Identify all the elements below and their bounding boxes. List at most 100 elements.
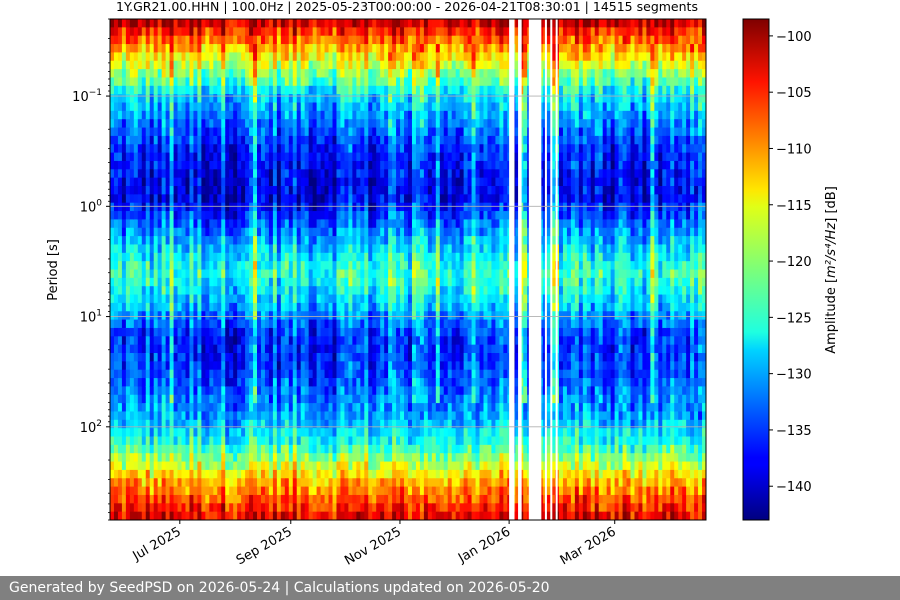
- heatmap-cell: [173, 227, 179, 237]
- heatmap-cell: [284, 211, 290, 220]
- heatmap-cell: [153, 144, 159, 154]
- heatmap-cell: [427, 428, 433, 438]
- heatmap-cell: [237, 94, 242, 104]
- heatmap-cell: [137, 386, 143, 396]
- heatmap-cell: [137, 60, 143, 70]
- heatmap-cell: [388, 102, 393, 112]
- heatmap-cell: [221, 152, 226, 162]
- heatmap-cell: [360, 411, 365, 421]
- heatmap-cell: [396, 428, 401, 438]
- heatmap-cell: [137, 110, 143, 120]
- heatmap-cell: [141, 52, 147, 62]
- heatmap-cell: [304, 327, 310, 337]
- heatmap-cell: [241, 102, 246, 112]
- heatmap-cell: [316, 69, 322, 79]
- heatmap-cell: [340, 344, 346, 354]
- heatmap-cell: [181, 369, 187, 379]
- heatmap-cell: [431, 244, 437, 254]
- heatmap-cell: [233, 302, 238, 312]
- heatmap-cell: [292, 85, 298, 95]
- heatmap-cell: [193, 486, 199, 496]
- heatmap-cell: [237, 194, 242, 204]
- heatmap-cell: [404, 269, 409, 279]
- heatmap-cell: [368, 353, 373, 362]
- heatmap-cell: [328, 60, 334, 70]
- heatmap-cell: [408, 19, 413, 28]
- heatmap-cell: [264, 344, 270, 354]
- heatmap-cell: [169, 236, 175, 246]
- heatmap-cell: [356, 319, 361, 329]
- heatmap-cell: [419, 127, 425, 137]
- heatmap-cell: [268, 294, 274, 304]
- heatmap-cell: [352, 152, 357, 162]
- heatmap-cell: [316, 327, 322, 337]
- heatmap-cell: [332, 60, 338, 70]
- heatmap-cell: [431, 436, 437, 446]
- heatmap-cell: [157, 160, 163, 170]
- heatmap-cell: [415, 286, 421, 296]
- heatmap-cell: [419, 119, 425, 129]
- heatmap-cell: [344, 160, 349, 170]
- heatmap-cell: [296, 236, 302, 246]
- heatmap-cell: [388, 319, 393, 329]
- heatmap-cell: [304, 19, 310, 28]
- heatmap-cell: [300, 269, 306, 279]
- heatmap-cell: [380, 428, 385, 438]
- heatmap-cell: [185, 35, 191, 45]
- heatmap-cell: [411, 378, 417, 387]
- heatmap-cell: [284, 503, 290, 513]
- heatmap-cell: [376, 277, 381, 287]
- heatmap-cell: [133, 436, 139, 446]
- heatmap-cell: [372, 169, 377, 179]
- heatmap-cell: [197, 85, 202, 95]
- heatmap-cell: [352, 194, 357, 204]
- heatmap-cell: [181, 478, 187, 488]
- heatmap-cell: [360, 428, 365, 438]
- heatmap-cell: [153, 453, 159, 463]
- heatmap-cell: [249, 419, 254, 429]
- heatmap-cell: [360, 177, 365, 187]
- heatmap-cell: [197, 194, 202, 204]
- heatmap-cell: [221, 194, 226, 204]
- heatmap-cell: [388, 269, 393, 279]
- heatmap-cell: [300, 194, 306, 204]
- heatmap-cell: [308, 160, 314, 170]
- heatmap-cell: [431, 27, 437, 37]
- heatmap-cell: [288, 469, 294, 479]
- heatmap-cell: [280, 469, 286, 479]
- heatmap-cell: [400, 294, 405, 304]
- heatmap-cell: [209, 60, 214, 70]
- heatmap-cell: [300, 411, 306, 421]
- heatmap-cell: [153, 394, 159, 404]
- heatmap-cell: [185, 261, 191, 271]
- heatmap-cell: [229, 236, 234, 246]
- heatmap-cell: [368, 461, 373, 471]
- heatmap-cell: [137, 411, 143, 421]
- heatmap-cell: [121, 503, 127, 513]
- heatmap-cell: [193, 461, 199, 471]
- heatmap-cell: [177, 135, 183, 145]
- heatmap-cell: [435, 494, 441, 504]
- heatmap-cell: [189, 411, 195, 421]
- heatmap-cell: [110, 336, 115, 346]
- heatmap-cell: [364, 294, 369, 304]
- heatmap-cell: [431, 419, 437, 429]
- heatmap-cell: [356, 102, 361, 112]
- heatmap-cell: [153, 511, 159, 520]
- heatmap-cell: [193, 52, 199, 62]
- heatmap-cell: [272, 503, 278, 513]
- heatmap-cell: [165, 236, 171, 246]
- heatmap-cell: [388, 369, 393, 379]
- heatmap-cell: [165, 102, 171, 112]
- heatmap-cell: [153, 444, 159, 454]
- heatmap-cell: [376, 227, 381, 237]
- heatmap-cell: [312, 119, 318, 129]
- heatmap-cell: [268, 478, 274, 488]
- heatmap-cell: [320, 69, 326, 79]
- heatmap-cell: [110, 478, 115, 488]
- heatmap-cell: [229, 478, 234, 488]
- heatmap-cell: [312, 353, 318, 362]
- heatmap-cell: [380, 394, 385, 404]
- heatmap-cell: [400, 110, 405, 120]
- heatmap-cell: [284, 127, 290, 137]
